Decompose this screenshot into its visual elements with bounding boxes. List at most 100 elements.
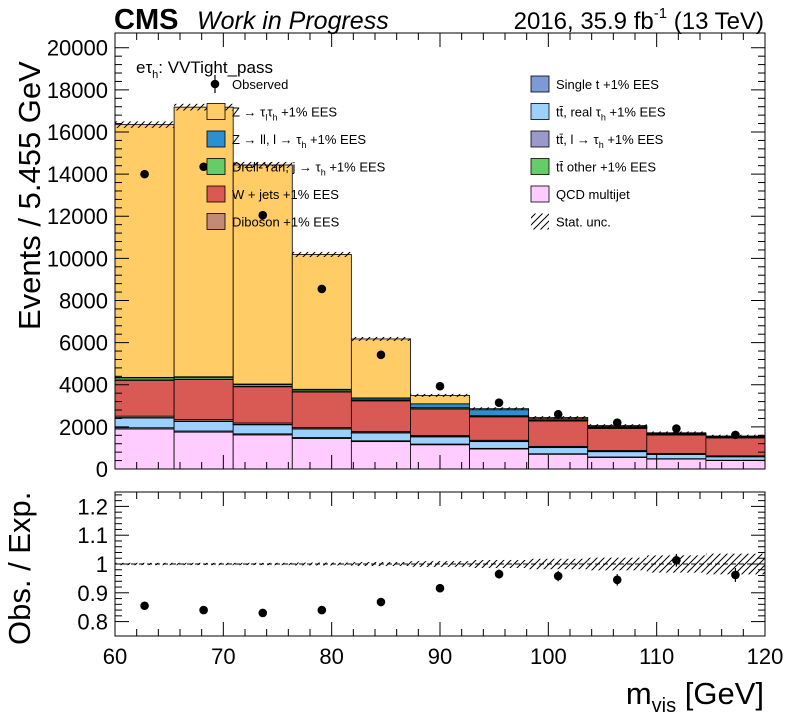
bar-ttreal-10 (705, 456, 766, 461)
bar-qcd-3 (291, 438, 352, 470)
legend-label-1: Z → τlτh +1% EES (232, 105, 337, 123)
ratio-unc-3 (292, 562, 352, 566)
x-tick-label-4: 100 (530, 644, 567, 669)
ratio-point-5 (435, 583, 445, 593)
top-axes: 0 2000 4000 6000 8000 10000 12000 14000 16000 180… (47, 33, 766, 482)
stat-unc-2 (233, 161, 293, 168)
legend-label-6: Single t +1% EES (556, 77, 659, 92)
bar-zll-5 (410, 403, 470, 409)
obs-point-3 (317, 284, 327, 294)
bar-ttreal-5 (410, 436, 470, 445)
bar-wjets-9 (646, 434, 707, 454)
stat-unc-5 (410, 393, 470, 397)
bar-ttreal-3 (291, 428, 352, 438)
ratio-point-3 (317, 605, 327, 615)
obs-point-5 (435, 381, 445, 391)
stat-unc-1 (174, 103, 234, 111)
x-tick-label-1: 70 (211, 644, 235, 669)
bar-qcd-1 (173, 431, 234, 470)
bar-wjets-1 (173, 379, 234, 421)
bar-ztt-0 (114, 124, 175, 378)
ratio-ytick-label-1: 0.9 (77, 581, 108, 606)
legend-swatch-10 (530, 185, 550, 203)
legend-swatch-1 (206, 103, 226, 120)
obs-point-9 (672, 424, 681, 433)
ratio-panel: 0.8 0.9 1 1.1 1.2 60 70 80 90 100 110 120 Obs. / Ex… (2, 491, 783, 717)
bar-ztt-3 (291, 254, 352, 390)
legend-entry-1: Z → τlτh +1% EES (206, 103, 337, 123)
ratio-point-8 (612, 575, 622, 585)
obs-point-6 (494, 398, 504, 407)
ratio-unc-8 (587, 557, 647, 571)
bar-ttreal-8 (587, 451, 648, 458)
legend-label-2: Z → ll, l → τh +1% EES (232, 132, 366, 150)
obs-point-2 (258, 210, 268, 220)
top-ytick-label-6: 12000 (47, 204, 108, 229)
bar-ttreal-7 (528, 447, 589, 455)
bar-ttreal-1 (173, 421, 234, 432)
top-ytick-label-9: 18000 (47, 78, 108, 103)
legend-entry-6: Single t +1% EES (530, 75, 659, 93)
legend: Observed Z → τlτh +1% EES Z → ll, l → τh +… (206, 75, 666, 230)
cms-label: CMS (114, 4, 178, 36)
bar-qcd-2 (232, 434, 293, 470)
legend-hatch-swatch (531, 213, 549, 230)
legend-swatch-2 (206, 130, 226, 148)
ratio-axes: 0.8 0.9 1 1.1 1.2 60 70 80 90 100 110 120 (77, 492, 783, 669)
bar-ttreal-0 (114, 417, 175, 429)
bar-ttreal-4 (350, 432, 411, 442)
stat-unc-6 (469, 407, 529, 411)
lumi-label: 2016, 35.9 fb-1 (13 TeV) (514, 5, 764, 35)
observed-points (140, 162, 740, 440)
legend-entry-2: Z → ll, l → τh +1% EES (206, 130, 366, 150)
top-ytick-label-1: 2000 (59, 415, 108, 440)
x-tick-label-0: 60 (103, 644, 127, 669)
ratio-ytick-label-0: 0.8 (77, 610, 108, 635)
bar-ttreal-9 (646, 454, 707, 460)
bar-wjets-8 (587, 428, 648, 451)
legend-entry-7: tt̄, real τh +1% EES (530, 103, 666, 123)
bar-qcd-8 (587, 457, 648, 470)
obs-point-4 (376, 350, 386, 360)
legend-swatch-9 (530, 158, 550, 175)
ratio-point-2 (258, 608, 268, 618)
legend-label-10: QCD multijet (556, 187, 630, 202)
ratio-unc-0 (115, 562, 175, 566)
ratio-point-4 (376, 597, 386, 607)
legend-entry-8: tt̄, l → τh +1% EES (530, 130, 664, 150)
legend-swatch-3 (206, 158, 226, 175)
x-tick-label-2: 80 (319, 644, 343, 669)
legend-entry-4: W + jets +1% EES (206, 185, 339, 203)
bar-qcd-9 (646, 458, 707, 470)
work-in-progress-label: Work in Progress (197, 7, 389, 35)
legend-swatch-7 (530, 103, 550, 120)
top-ytick-label-7: 14000 (47, 162, 108, 187)
main-histogram-panel: 0 2000 4000 6000 8000 10000 12000 14000 16000 180… (12, 32, 766, 482)
ratio-point-7 (553, 571, 563, 581)
ratio-point-9 (672, 555, 681, 565)
bar-wjets-5 (410, 408, 470, 436)
legend-entry-3: Drell-Yan, j → τh +1% EES (206, 158, 386, 178)
ratio-point-6 (494, 569, 504, 579)
bar-ztt-2 (232, 164, 293, 385)
bar-qcd-4 (350, 441, 411, 470)
ratio-ytick-label-2: 1 (96, 552, 108, 577)
top-ytick-label-0: 0 (96, 457, 108, 482)
bar-ttreal-6 (469, 441, 530, 449)
channel-label: eτh: VVTight_pass (136, 58, 273, 81)
x-tick-label-6: 120 (747, 644, 784, 669)
bar-wjets-6 (469, 416, 530, 441)
x-axis-title: mvis [GeV] (626, 676, 764, 717)
obs-point-10 (731, 430, 740, 440)
legend-label-4: W + jets +1% EES (232, 187, 339, 202)
legend-entry-10: QCD multijet (530, 185, 630, 203)
legend-swatch-5 (206, 213, 226, 230)
legend-label-8: tt̄, l → τh +1% EES (556, 132, 664, 150)
stacked-histogram (114, 106, 766, 470)
legend-label-11: Stat. unc. (556, 215, 611, 230)
obs-point-1 (199, 162, 208, 172)
bar-wjets-0 (114, 379, 175, 417)
ratio-y-axis-title: Obs. / Exp. (2, 492, 37, 645)
bar-wjets-2 (232, 386, 293, 424)
